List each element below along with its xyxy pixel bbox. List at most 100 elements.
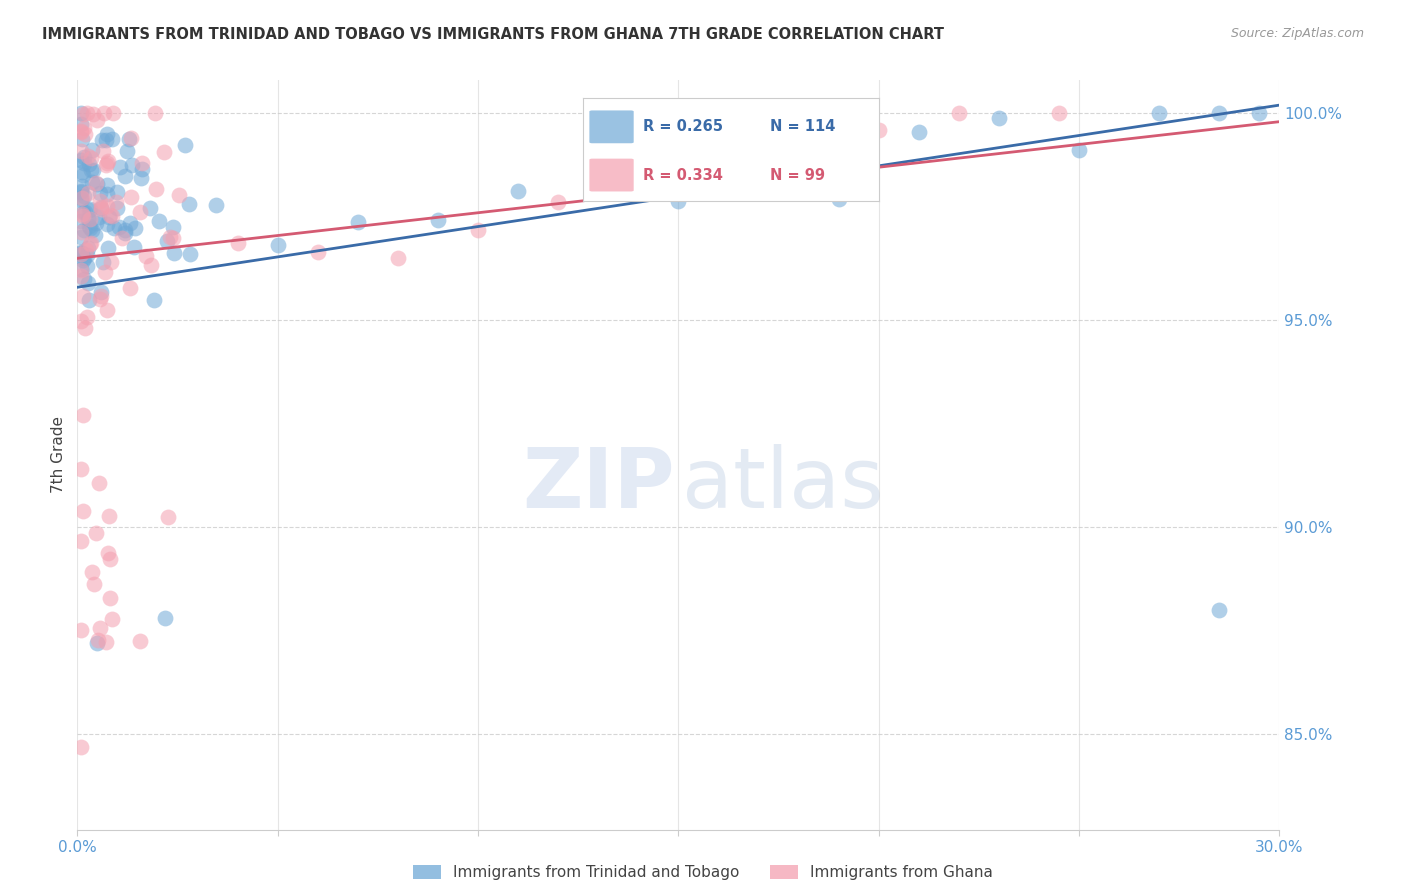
FancyBboxPatch shape: [589, 159, 634, 192]
Point: [77, 219, 100, 234]
Point: [90, 202, 112, 216]
Point: [347, 215, 370, 229]
Point: [70, 245, 93, 260]
Point: [70, 117, 93, 131]
Point: [105, 201, 128, 215]
Point: [141, 258, 163, 272]
Point: [94, 265, 117, 279]
Point: [108, 160, 131, 174]
Point: [82, 107, 104, 121]
Point: [90, 201, 112, 215]
Point: [73, 120, 96, 135]
Point: [80, 151, 103, 165]
Legend: Immigrants from Trinidad and Tobago, Immigrants from Ghana: Immigrants from Trinidad and Tobago, Imm…: [413, 865, 993, 880]
Point: [86, 177, 108, 191]
Point: [98, 591, 121, 606]
Point: [547, 194, 569, 209]
Point: [162, 219, 184, 234]
Point: [131, 155, 153, 169]
Point: [70, 153, 93, 168]
Y-axis label: 7th Grade: 7th Grade: [51, 417, 66, 493]
Point: [70, 145, 93, 159]
Point: [72, 503, 94, 517]
Point: [159, 229, 181, 244]
Point: [120, 190, 142, 204]
Point: [89, 186, 111, 200]
Point: [96, 158, 118, 172]
Point: [70, 164, 93, 178]
Text: R = 0.334: R = 0.334: [643, 168, 723, 183]
Point: [111, 230, 134, 244]
Text: N = 114: N = 114: [769, 120, 835, 135]
Point: [70, 185, 93, 199]
Point: [98, 208, 121, 222]
Point: [77, 276, 100, 290]
Point: [73, 155, 96, 169]
Point: [467, 223, 489, 237]
Point: [84, 216, 107, 230]
Point: [97, 546, 120, 560]
Point: [77, 157, 100, 171]
Point: [114, 226, 136, 240]
Point: [70, 230, 93, 244]
Point: [79, 220, 101, 235]
Point: [70, 132, 93, 146]
Point: [70, 462, 93, 476]
Point: [89, 621, 111, 635]
Point: [508, 184, 530, 198]
Point: [787, 140, 810, 154]
Point: [179, 247, 201, 261]
Point: [91, 133, 114, 147]
Point: [76, 248, 98, 262]
Point: [129, 170, 152, 185]
Point: [77, 212, 100, 227]
Point: [108, 219, 131, 234]
Point: [80, 175, 103, 189]
Point: [1249, 106, 1271, 120]
Point: [73, 150, 96, 164]
Point: [152, 145, 174, 159]
Text: Source: ZipAtlas.com: Source: ZipAtlas.com: [1230, 27, 1364, 40]
Point: [73, 204, 96, 219]
Point: [148, 214, 170, 228]
Point: [82, 163, 104, 178]
Point: [167, 187, 190, 202]
Point: [128, 634, 150, 648]
Point: [135, 249, 157, 263]
Point: [205, 198, 228, 212]
Point: [76, 310, 98, 324]
Point: [72, 209, 94, 223]
Point: [128, 205, 150, 219]
Point: [120, 281, 142, 295]
Point: [77, 186, 100, 201]
Point: [72, 408, 94, 422]
Point: [868, 123, 890, 137]
Point: [70, 179, 93, 194]
Point: [94, 634, 117, 648]
Point: [70, 125, 93, 139]
Point: [97, 509, 120, 524]
Point: [668, 194, 690, 208]
Point: [79, 202, 101, 217]
Point: [70, 124, 93, 138]
Point: [307, 245, 329, 260]
Point: [93, 144, 115, 158]
Point: [96, 178, 118, 192]
Point: [70, 191, 93, 205]
Point: [387, 251, 409, 265]
Point: [79, 237, 101, 252]
Point: [98, 552, 121, 566]
Point: [89, 210, 111, 224]
Point: [77, 242, 100, 256]
Point: [93, 106, 115, 120]
Point: [70, 534, 93, 549]
Point: [267, 237, 290, 252]
Text: atlas: atlas: [682, 444, 884, 525]
Point: [79, 202, 101, 216]
Point: [86, 176, 108, 190]
Point: [90, 285, 112, 299]
Point: [118, 132, 141, 146]
Point: [828, 192, 851, 206]
Point: [131, 162, 153, 177]
Point: [90, 200, 112, 214]
